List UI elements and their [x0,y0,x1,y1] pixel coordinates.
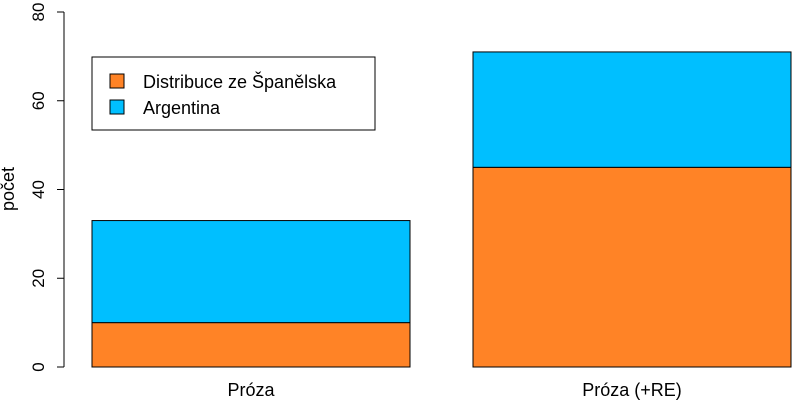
y-axis-label: počet [0,167,18,211]
bars-group [91,51,792,368]
x-category-label-1: Próza [227,380,275,400]
y-tick-label-0: 0 [29,362,48,371]
y-tick-label-40: 40 [29,180,48,199]
y-axis: 0 20 40 60 80 [29,3,65,372]
y-tick-label-60: 60 [29,91,48,110]
y-tick-label-80: 80 [29,3,48,22]
x-axis-labels: Próza Próza (+RE) [227,380,681,400]
bar-segment-1-1 [91,322,411,368]
legend-label-1: Distribuce ze Španělska [143,71,337,92]
bar-segment-1-2 [91,220,411,324]
legend-box [91,56,376,131]
legend-swatch-2 [109,99,125,115]
y-tick-label-20: 20 [29,269,48,288]
legend: Distribuce ze Španělska Argentina [91,56,376,131]
bar-segment-2-1 [472,166,792,368]
legend-label-2: Argentina [143,98,221,118]
legend-swatch-1 [109,73,125,89]
x-category-label-2: Próza (+RE) [582,380,682,400]
bar-segment-2-2 [472,51,792,168]
